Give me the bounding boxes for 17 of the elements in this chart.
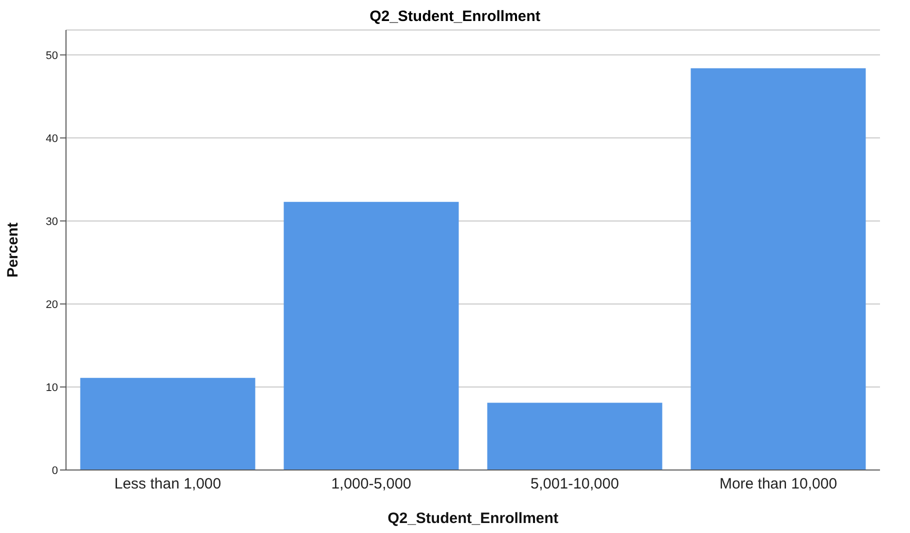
y-tick-label: 10: [46, 382, 58, 394]
bar: [80, 378, 256, 470]
y-tick-label: 40: [46, 132, 58, 145]
x-tick-label: 5,001-10,000: [530, 476, 619, 493]
x-tick-label: More than 10,000: [719, 476, 838, 493]
x-axis-title: Q2_Student_Enrollment: [388, 510, 558, 527]
chart-title: Q2_Student_Enrollment: [368, 8, 542, 25]
bar: [487, 402, 662, 470]
x-tick-label: 1,000-5,000: [331, 476, 412, 493]
bar: [690, 68, 866, 470]
y-tick-label: 30: [46, 216, 58, 228]
y-tick-label: 50: [46, 50, 58, 62]
y-tick-label: 0: [52, 464, 58, 477]
y-axis-title: Percent: [4, 222, 22, 278]
bar: [284, 202, 459, 470]
x-tick-label: Less than 1,000: [114, 476, 222, 493]
y-tick-label: 20: [46, 298, 58, 311]
